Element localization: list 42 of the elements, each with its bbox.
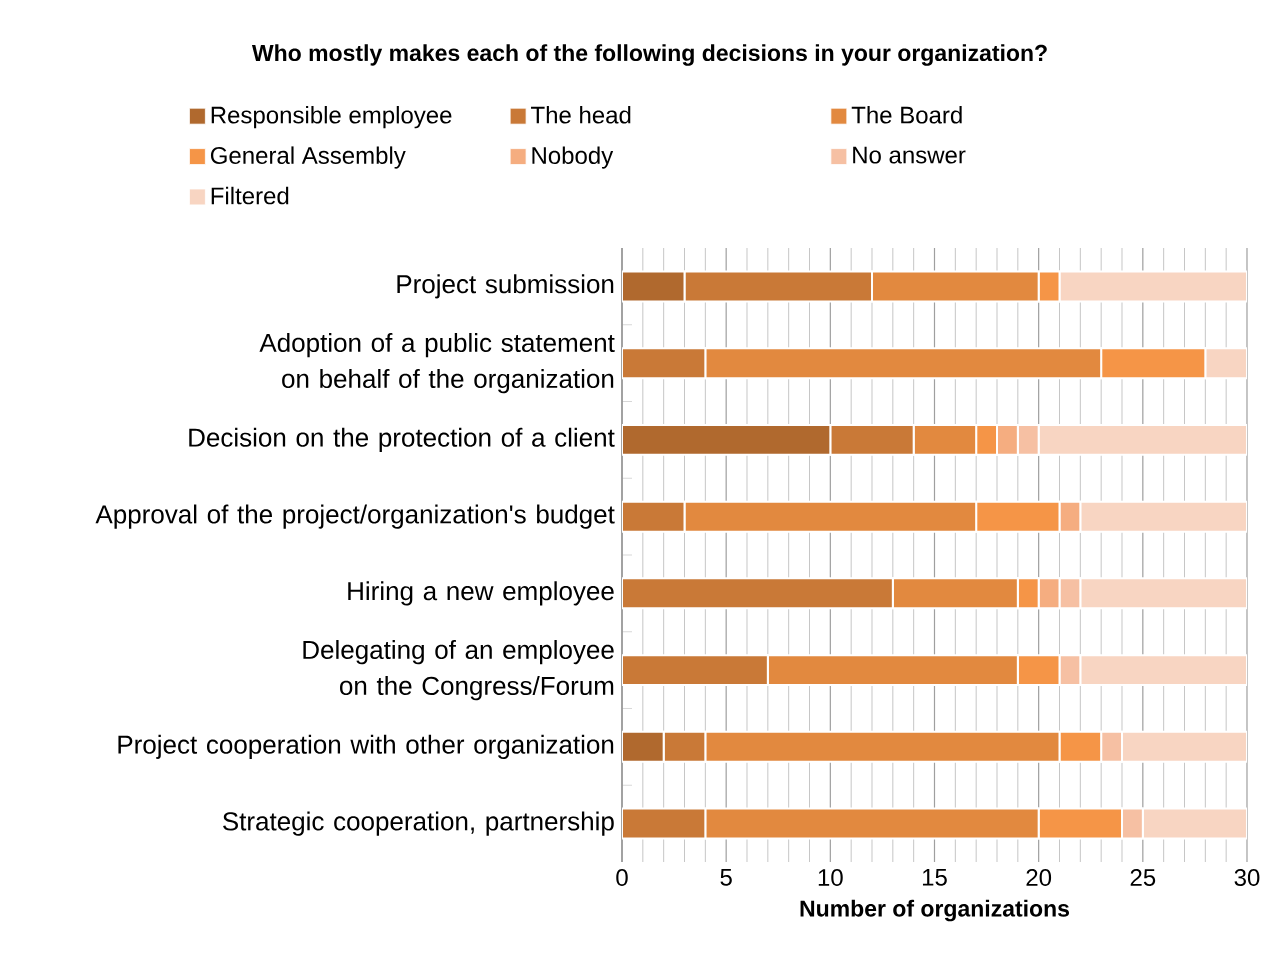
legend-label: No answer <box>853 146 966 164</box>
x-tick-label: 25 <box>1130 869 1156 887</box>
bar <box>622 730 665 763</box>
bar <box>1141 807 1247 840</box>
x-tick-label: 5 <box>720 869 732 886</box>
y-tick-label: Adoption of a public statement on behalf of the organization <box>259 333 615 394</box>
chart-title: Who mostly makes each of the following decisions in your organization? <box>251 44 1047 66</box>
y-tick-label: Hiring a new employee <box>348 581 614 606</box>
bar <box>1079 654 1247 687</box>
y-tick-label: Delegating of an employee on the Congress/Forum <box>303 639 614 701</box>
bar <box>1079 577 1247 610</box>
bar <box>622 807 707 840</box>
bar <box>1037 423 1247 456</box>
y-tick-label: Decision on the protection of a client <box>189 427 615 452</box>
bar <box>1121 730 1247 763</box>
legend-label: Filtered <box>211 186 289 205</box>
x-tick-label: 15 <box>922 869 947 886</box>
bar <box>1079 500 1247 533</box>
bar <box>1058 270 1247 303</box>
legend-label: Responsible employee <box>211 105 452 129</box>
bar <box>829 423 915 456</box>
x-tick-label: 20 <box>1026 869 1052 887</box>
bar <box>622 270 686 303</box>
x-tick-label: 10 <box>818 869 843 887</box>
bar <box>622 654 769 687</box>
bar <box>622 423 832 456</box>
legend-label: The head <box>531 105 631 124</box>
legend-label: The Board <box>851 105 962 124</box>
bar <box>622 347 707 380</box>
y-tick-label: Approval of the project/organization's budget <box>95 504 615 529</box>
y-tick-label: Project cooperation with other organization <box>118 734 614 759</box>
x-tick-label: 30 <box>1234 869 1260 887</box>
bar <box>1204 347 1247 380</box>
x-axis-title: Number of organizations <box>800 899 1070 922</box>
y-tick-label: Strategic cooperation, partnership <box>223 811 614 836</box>
bar <box>622 577 894 610</box>
bar <box>622 500 686 533</box>
legend-label: Nobody <box>532 146 614 169</box>
bar <box>683 270 873 303</box>
y-tick-label: Project submission <box>397 274 614 299</box>
x-tick-label: 0 <box>616 869 628 887</box>
legend-label: General Assembly <box>210 146 406 169</box>
